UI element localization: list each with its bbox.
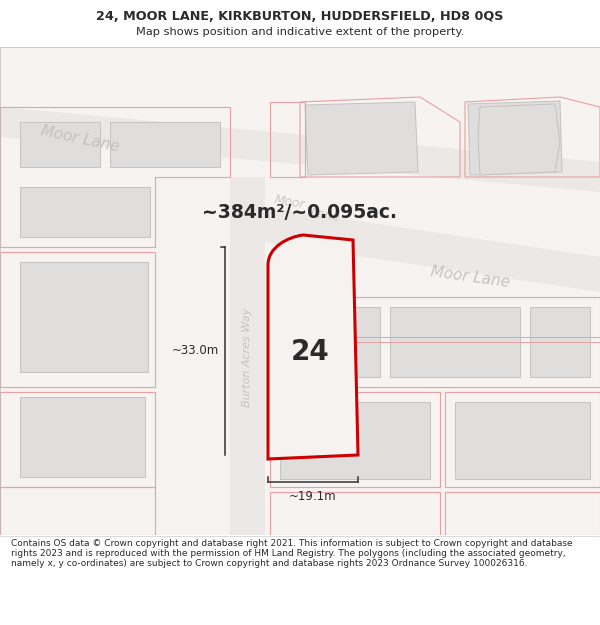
Text: Moor Lane: Moor Lane (40, 123, 121, 154)
Polygon shape (20, 122, 100, 167)
Text: Lane: Lane (309, 206, 341, 224)
Polygon shape (280, 342, 340, 377)
Polygon shape (0, 107, 600, 192)
Polygon shape (20, 397, 145, 477)
Polygon shape (455, 402, 590, 479)
Polygon shape (468, 101, 562, 175)
Text: ~33.0m: ~33.0m (172, 344, 219, 357)
Polygon shape (230, 202, 600, 292)
Polygon shape (230, 177, 265, 535)
Polygon shape (305, 102, 418, 175)
Polygon shape (390, 307, 520, 377)
PathPatch shape (268, 235, 358, 459)
Polygon shape (280, 307, 380, 377)
Text: ~384m²/~0.095ac.: ~384m²/~0.095ac. (203, 202, 398, 221)
Text: Contains OS data © Crown copyright and database right 2021. This information is : Contains OS data © Crown copyright and d… (11, 539, 572, 568)
Polygon shape (110, 122, 220, 167)
Polygon shape (530, 307, 590, 377)
Polygon shape (478, 104, 560, 175)
Text: Moor: Moor (274, 193, 307, 211)
Polygon shape (280, 307, 340, 337)
Text: ~19.1m: ~19.1m (289, 490, 337, 503)
Text: 24: 24 (290, 338, 329, 366)
Text: Moor Lane: Moor Lane (430, 264, 511, 290)
Polygon shape (20, 187, 150, 237)
Polygon shape (280, 402, 430, 479)
Text: Map shows position and indicative extent of the property.: Map shows position and indicative extent… (136, 27, 464, 37)
Text: 24, MOOR LANE, KIRKBURTON, HUDDERSFIELD, HD8 0QS: 24, MOOR LANE, KIRKBURTON, HUDDERSFIELD,… (97, 11, 503, 23)
Text: Burton Acres Way: Burton Acres Way (242, 308, 252, 407)
Polygon shape (20, 262, 148, 372)
